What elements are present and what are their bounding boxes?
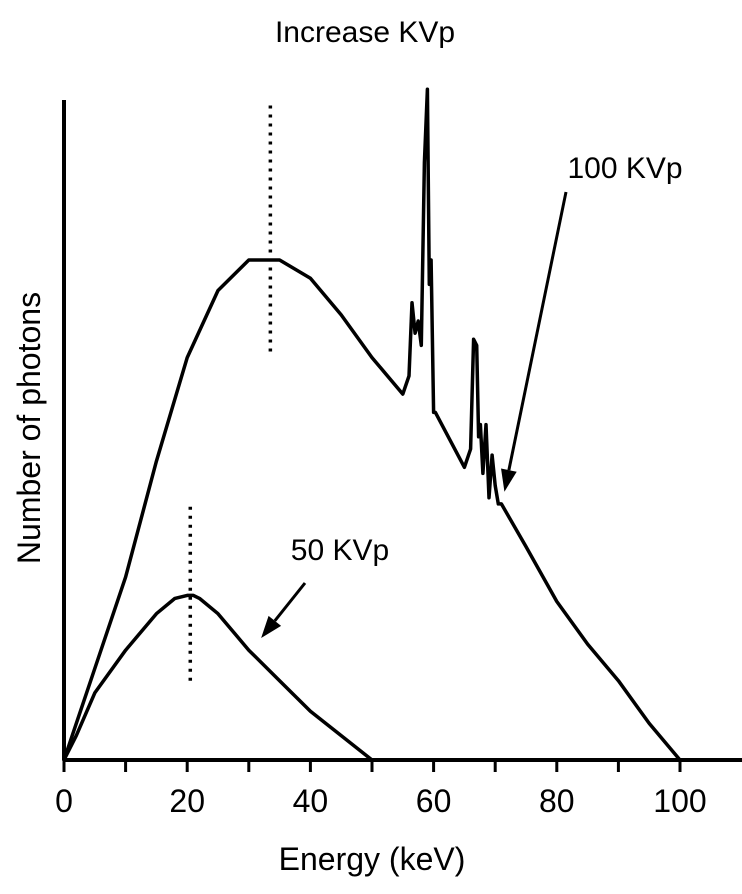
x-tick-label-20: 20 bbox=[169, 783, 205, 819]
x-tick-label-60: 60 bbox=[416, 783, 452, 819]
x-tick-label-40: 40 bbox=[293, 783, 329, 819]
annotation-arrow-2 bbox=[273, 582, 307, 622]
x-axis-label: Energy (keV) bbox=[279, 841, 466, 877]
x-tick-label-0: 0 bbox=[55, 783, 73, 819]
annotation-arrowhead-1 bbox=[501, 468, 517, 492]
annotations: 100 KVp 50 KVp bbox=[261, 152, 683, 639]
annotation-arrowhead-2 bbox=[261, 615, 282, 639]
y-axis-label: Number of photons bbox=[11, 292, 47, 564]
annotation-label-2: 50 KVp bbox=[291, 534, 389, 567]
chart-title: Increase KVp bbox=[275, 16, 455, 49]
series-group bbox=[62, 87, 682, 762]
mean-energy-markers bbox=[188, 101, 273, 681]
series-line-100-kvp bbox=[62, 87, 682, 762]
x-tick-label-80: 80 bbox=[539, 783, 575, 819]
series-line-50-kvp bbox=[62, 593, 374, 762]
x-axis-ticks: 0 20 40 60 80 100 bbox=[55, 760, 707, 819]
annotation-arrow-1 bbox=[507, 191, 568, 471]
annotation-label-1: 100 KVp bbox=[567, 152, 682, 185]
x-tick-label-100: 100 bbox=[653, 783, 706, 819]
